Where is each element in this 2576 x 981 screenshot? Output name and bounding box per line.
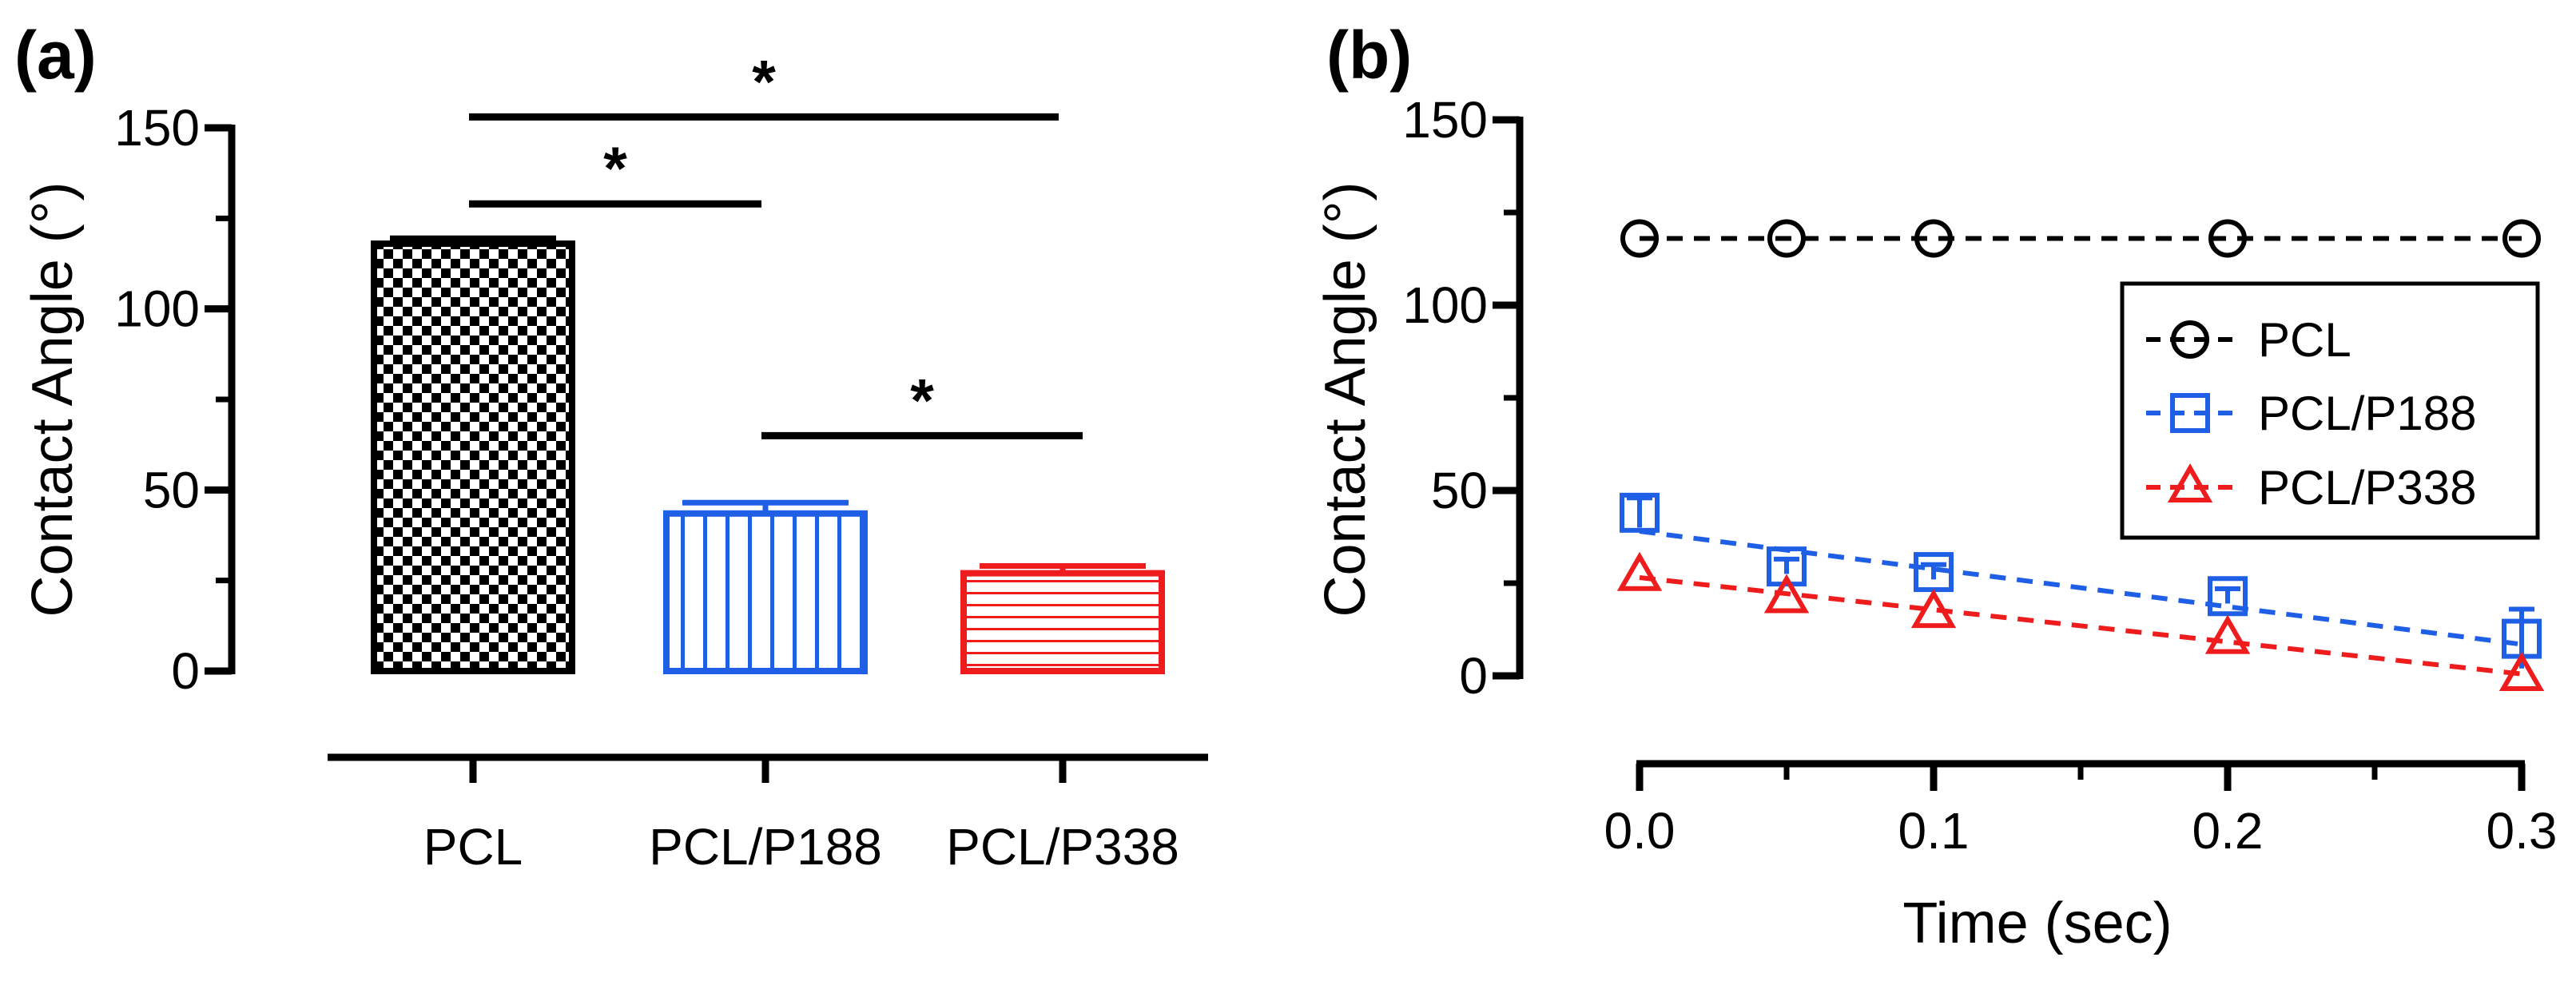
panel-a-y-axis-title: Contact Angle (°) [21,181,85,617]
legend-item: PCL [2146,313,2351,367]
panel-a: (a) 0 50 100 150 PCL PCL/P188 PCL/P338 * * * Con… [14,18,1208,876]
panel-b-y-tick-label: 150 [1402,91,1488,149]
panel-a-significance: * * * [469,48,1083,439]
data-point-square [2208,576,2248,617]
data-point-circle [2502,219,2541,258]
legend-marker-square [2170,393,2210,433]
legend-marker-circle [2171,320,2209,359]
legend-box [2120,281,2540,540]
series-fit-line [1639,575,2522,677]
panel-a-axes: 0 50 100 150 PCL PCL/P188 PCL/P338 [114,99,1208,876]
panel-b-x-tick-label: 0.1 [1898,802,1970,860]
data-point-circle [2208,219,2247,258]
panel-b-y-tick-label: 100 [1402,276,1488,334]
series-pcl [1620,219,2541,258]
legend-label: PCL/P188 [2258,387,2477,440]
legend-item: PCL/P188 [2146,387,2477,440]
panel-a-x-tick-label: PCL/P338 [946,818,1179,876]
data-point-circle [1620,219,1659,258]
legend-label: PCL [2258,313,2351,367]
significance-star: * [910,367,934,435]
panel-b-y-axis-title: Contact Angle (°) [1314,181,1377,617]
panel-b-series [1616,219,2545,691]
data-point-circle [1914,219,1953,258]
panel-b: (b) 0 50 100 150 0.0 0.1 0.2 0.3 Contact Angle … [1314,18,2557,955]
bar-pcl-p338 [960,570,1165,674]
legend-label: PCL/P338 [2258,461,2477,514]
data-point-circle [1767,219,1806,258]
panel-b-x-axis-title: Time (sec) [1902,892,2172,955]
legend-marker-triangle [2167,463,2213,502]
legend-items: PCL PCL/P188 PCL/P338 [2146,313,2477,514]
panel-b-x-tick-label: 0.0 [1604,802,1676,860]
data-point-triangle [2204,614,2251,654]
series-pcl-p338 [1616,551,2545,691]
significance-star: * [752,48,776,116]
legend: PCL PCL/P188 PCL/P338 [2120,281,2540,540]
panel-b-y-tick-label: 0 [1459,647,1488,705]
panel-b-x-tick-label: 0.3 [2487,802,2558,860]
bar-pcl-p188 [663,510,868,674]
panel-b-x-tick-label: 0.2 [2192,802,2264,860]
data-point-square [1767,546,1807,587]
data-point-square [1620,492,1660,533]
data-point-triangle [1910,589,1957,629]
data-point-triangle [1763,574,1810,614]
bar-pcl [371,240,575,675]
panel-a-y-tick-label: 0 [171,642,200,700]
panel-a-x-tick-label: PCL/P188 [649,818,882,876]
panel-a-y-tick-label: 150 [114,99,200,157]
data-point-triangle [2498,651,2545,691]
legend-item: PCL/P338 [2146,461,2477,514]
panel-b-axes: 0 50 100 150 0.0 0.1 0.2 0.3 [1402,91,2557,860]
panel-a-y-tick-label: 50 [143,461,200,518]
panel-a-bars [371,235,1165,675]
panel-a-label: (a) [14,18,97,93]
panel-b-y-tick-label: 50 [1431,462,1488,519]
significance-star: * [603,135,627,203]
data-point-triangle [1616,551,1663,591]
panel-a-y-tick-label: 100 [114,280,200,338]
panel-b-label: (b) [1326,18,1412,93]
panel-a-x-tick-label: PCL [423,818,523,876]
